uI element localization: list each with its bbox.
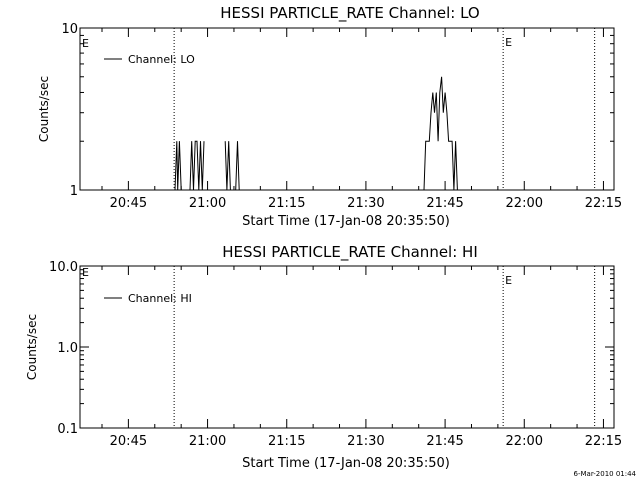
panel-lo-legend-label: Channel: LO <box>128 53 195 66</box>
x-tick-label: 21:45 <box>426 434 463 449</box>
y-tick-label: 0.1 <box>57 422 78 437</box>
panel-hi-event-markers: E <box>173 266 596 428</box>
x-tick-label: 21:15 <box>268 434 305 449</box>
panel-lo: HESSI PARTICLE_RATE Channel: LO 1 10 20:4… <box>37 4 622 229</box>
panel-lo-title: HESSI PARTICLE_RATE Channel: LO <box>220 4 479 23</box>
panel-lo-event-markers: E <box>173 28 596 190</box>
x-tick-label: 21:00 <box>189 434 226 449</box>
panel-hi-x-axis-label: Start Time (17-Jan-08 20:35:50) <box>242 456 450 471</box>
panel-lo-plot-frame <box>79 27 615 191</box>
panel-hi-legend-label: Channel: HI <box>128 292 192 305</box>
panel-hi: HESSI PARTICLE_RATE Channel: HI 0.1 1.0 10… <box>25 243 622 471</box>
panel-lo-y-ticks: 1 10 <box>61 22 614 199</box>
timestamp-footer: 6-Mar-2010 01:44 <box>574 470 637 478</box>
series-line <box>174 76 458 191</box>
event-marker-label: E <box>505 274 512 287</box>
x-tick-label: 22:00 <box>506 196 543 211</box>
panel-hi-y-axis-label: Counts/sec <box>25 314 39 380</box>
event-marker-label: E <box>505 36 512 49</box>
panel-lo-x-axis-label: Start Time (17-Jan-08 20:35:50) <box>242 214 450 229</box>
y-tick-label: 1 <box>70 184 78 199</box>
x-tick-label: 22:15 <box>585 434 622 449</box>
x-tick-label: 21:30 <box>347 434 384 449</box>
x-tick-label: 21:15 <box>268 196 305 211</box>
panel-hi-left-marker-label: E <box>82 266 89 279</box>
panel-hi-plot-frame <box>79 265 615 429</box>
x-tick-label: 20:45 <box>110 196 147 211</box>
panel-lo-y-axis-label: Counts/sec <box>37 76 51 142</box>
panel-hi-y-ticks: 0.1 1.0 10.0 <box>49 260 614 437</box>
x-tick-label: 21:00 <box>189 196 226 211</box>
x-tick-label: 22:00 <box>506 434 543 449</box>
y-tick-label: 10 <box>61 22 78 37</box>
y-tick-label: 10.0 <box>49 260 78 275</box>
panel-hi-title: HESSI PARTICLE_RATE Channel: HI <box>222 243 478 262</box>
x-tick-label: 21:45 <box>426 196 463 211</box>
y-tick-label: 1.0 <box>57 341 78 356</box>
panel-lo-left-marker-label: E <box>82 37 89 50</box>
panel-hi-x-ticks: 20:45 21:00 21:15 21:30 21:45 22:00 22:15 <box>101 266 622 449</box>
panel-lo-series-group <box>174 76 458 191</box>
x-tick-label: 22:15 <box>585 196 622 211</box>
x-tick-label: 21:30 <box>347 196 384 211</box>
x-tick-label: 20:45 <box>110 434 147 449</box>
panel-lo-x-ticks: 20:45 21:00 21:15 21:30 21:45 22:00 22:15 <box>101 28 622 211</box>
